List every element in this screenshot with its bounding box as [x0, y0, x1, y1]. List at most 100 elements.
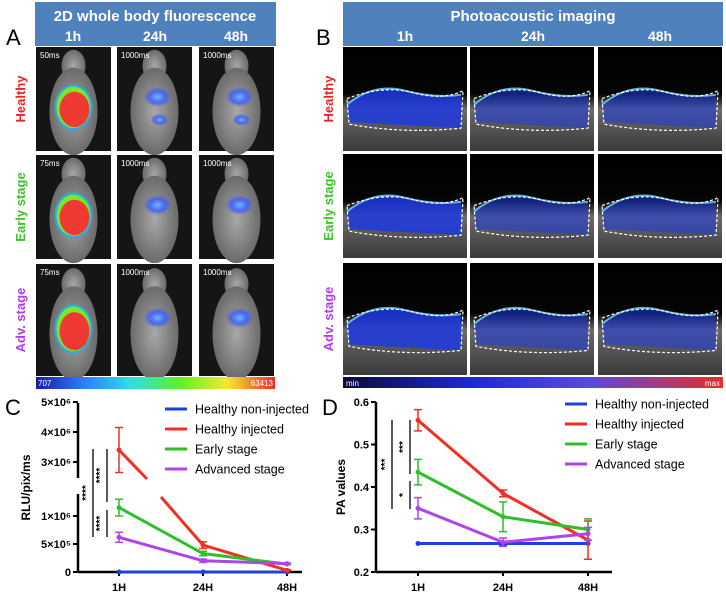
y-tick-label: 0.6: [354, 397, 369, 409]
exposure-label: 1000ms: [203, 51, 231, 60]
exposure-label: 1000ms: [203, 268, 231, 277]
data-point: [284, 561, 290, 567]
data-point: [415, 505, 421, 511]
data-point: [200, 551, 206, 557]
panel-label-d: D: [322, 395, 338, 420]
chart-c-rlu: 0 5×10⁵ 1×10⁶ 3×10⁶ 4×10⁶ 5×10⁶ 1H 24H 48H RLU/pi…: [19, 397, 309, 594]
pa-signal: [347, 307, 461, 351]
exposure-label: 1000ms: [203, 159, 231, 168]
row-label-2: Adv. stage: [321, 287, 336, 352]
x-tick-label: 1H: [411, 582, 425, 594]
panel-b-time-48h: 48h: [648, 28, 672, 44]
series-healthy-injected: [115, 426, 291, 573]
legend-label: Healthy non-injected: [195, 403, 309, 417]
data-point: [116, 505, 122, 511]
panel-a-header: [35, 2, 276, 46]
signal-blob: [225, 307, 254, 328]
mouse-body: [212, 175, 261, 264]
region-outline: [346, 89, 464, 131]
y-tick-label: 0.4: [354, 482, 370, 494]
region-outline: [601, 89, 719, 131]
data-point: [415, 417, 421, 423]
pa-signal: [347, 195, 461, 236]
y-tick-label: 0.3: [354, 525, 369, 537]
series-line: [159, 496, 205, 547]
pa-surface: [473, 306, 589, 325]
row-label-0: Healthy: [321, 75, 336, 123]
panel-b-time-24h: 24h: [521, 28, 545, 44]
signal-blob: [232, 113, 251, 126]
mouse-body: [212, 286, 261, 381]
data-point: [415, 469, 421, 475]
legend-label: Healthy non-injected: [595, 398, 709, 412]
data-point: [116, 447, 122, 453]
y-tick-label: 3×10⁶: [41, 457, 71, 469]
legend-label: Advanced stage: [595, 458, 685, 472]
mouse-body: [212, 67, 261, 156]
data-point: [500, 490, 506, 496]
pa-surface: [601, 306, 717, 325]
pa-signal: [602, 307, 716, 351]
panel-label-c: C: [5, 395, 21, 420]
region-outline: [346, 308, 464, 354]
significance-label: ****: [95, 468, 106, 484]
colorbar-photoacoustic-max: max: [705, 379, 720, 388]
panel-b-title: Photoacoustic imaging: [450, 8, 615, 25]
y-axis-label: RLU/pix/ms: [19, 454, 33, 520]
data-point: [500, 539, 506, 545]
data-point: [284, 567, 290, 573]
signal-core: [59, 199, 90, 236]
exposure-label: 75ms: [40, 268, 60, 277]
colorbar-photoacoustic-min: min: [346, 379, 359, 388]
row-label-0: Healthy: [13, 75, 28, 123]
pa-surface: [346, 306, 462, 325]
x-tick-label: 24H: [193, 582, 213, 594]
mouse-body: [130, 67, 179, 156]
exposure-label: 1000ms: [121, 159, 149, 168]
data-point: [585, 531, 591, 537]
x-tick-label: 24H: [493, 582, 513, 594]
legend-label: Early stage: [195, 443, 258, 457]
pa-signal: [474, 307, 588, 351]
signal-blob: [150, 113, 169, 126]
data-point: [116, 569, 122, 575]
pa-signal: [602, 88, 716, 129]
pa-surface: [346, 87, 462, 106]
colorbar-fluorescence-max: 63413: [251, 379, 274, 388]
y-tick-label: 5×10⁵: [41, 539, 71, 551]
legend-label: Advanced stage: [195, 463, 285, 477]
exposure-label: 75ms: [40, 159, 60, 168]
panel-label-b: B: [316, 25, 331, 50]
series-early-stage: [115, 498, 291, 567]
pa-signal: [474, 195, 588, 236]
pa-surface: [473, 194, 589, 213]
pa-surface: [346, 194, 462, 213]
significance-label: ***: [380, 459, 391, 471]
y-tick-label: 0.5: [354, 440, 369, 452]
panel-b-time-1h: 1h: [397, 28, 413, 44]
panel-a-time-1h: 1h: [65, 28, 81, 44]
x-tick-label: 48H: [277, 582, 297, 594]
data-point: [500, 514, 506, 520]
colorbar-fluorescence-min: 707: [38, 379, 52, 388]
significance-label: ****: [95, 516, 106, 532]
y-axis-label: PA values: [334, 459, 348, 515]
mouse-body: [130, 286, 179, 381]
legend-label: Healthy injected: [595, 418, 684, 432]
series-healthy-non-injected: [116, 569, 290, 575]
signal-blob: [225, 86, 254, 107]
colorbar-fluorescence: [36, 377, 275, 389]
pa-signal: [602, 195, 716, 236]
region-outline: [473, 308, 591, 354]
pa-surface: [473, 87, 589, 106]
series-advanced-stage: [414, 496, 592, 548]
signal-core: [59, 91, 90, 128]
pa-signal: [347, 88, 461, 129]
signal-blob: [143, 194, 172, 215]
panel-a-time-24h: 24h: [143, 28, 167, 44]
exposure-label: 1000ms: [121, 268, 149, 277]
pa-surface: [601, 87, 717, 106]
data-point: [200, 558, 206, 564]
chart-d-pa-values: 0.2 0.3 0.4 0.5 0.6 1H 24H 48H PA values Healthy …: [334, 397, 709, 594]
